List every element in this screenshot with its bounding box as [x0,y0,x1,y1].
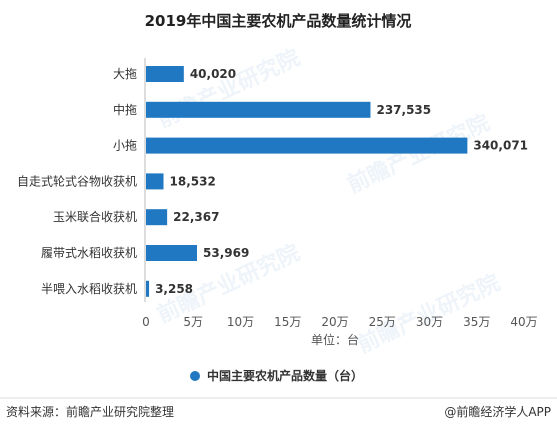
x-tick-label: 5万 [183,315,203,329]
x-tick-label: 30万 [416,315,443,329]
watermark: 前瞻产业研究院 [353,270,504,359]
category-label: 自走式轮式谷物收获机 [17,174,137,188]
bar [146,245,198,261]
brand-label: @前瞻经济学人APP [444,404,551,419]
value-label: 22,367 [173,210,219,224]
x-tick-label: 40万 [510,315,537,329]
x-tick-label: 25万 [369,315,396,329]
x-axis-unit: 单位：台 [311,332,359,347]
legend: 中国主要农机产品数量（台） [190,368,363,383]
category-label: 半喂入水稻收获机 [41,282,137,296]
x-tick-label: 35万 [463,315,490,329]
x-tick-label: 20万 [321,315,348,329]
category-label: 小拖 [113,139,137,153]
category-label: 玉米联合收获机 [53,209,137,224]
value-labels: 40,020 237,535 340,071 18,532 22,367 53,969 3,… [155,67,528,296]
source-note: 资料来源：前瞻产业研究院整理 [6,404,174,419]
watermark-layer: 前瞻产业研究院 前瞻产业研究院 前瞻产业研究院 前瞻产业研究院 [153,45,504,359]
value-label: 3,258 [155,282,193,296]
category-label: 履带式水稻收获机 [41,246,137,260]
value-label: 40,020 [190,67,236,81]
bar [146,173,164,190]
bar [146,209,168,226]
bars [146,66,468,297]
watermark: 前瞻产业研究院 [153,45,304,134]
x-tick-label: 10万 [227,315,254,329]
value-label: 237,535 [376,103,431,117]
bar [146,101,371,118]
chart-title: 2019年中国主要农机产品数量统计情况 [145,12,412,30]
value-label: 340,071 [473,139,528,153]
legend-swatch [190,371,200,381]
x-tick-label: 0 [142,315,150,329]
x-tick-labels: 0 5万 10万 15万 20万 25万 30万 35万 40万 [142,315,537,329]
category-label: 大拖 [113,67,137,81]
x-tick-label: 15万 [274,315,301,329]
bar [146,137,468,154]
value-label: 53,969 [203,246,249,260]
legend-label: 中国主要农机产品数量（台） [207,368,363,383]
watermark: 前瞻产业研究院 [343,110,494,199]
bar [146,280,150,297]
bar [146,66,184,82]
value-label: 18,532 [170,174,216,188]
category-label: 中拖 [113,102,137,117]
